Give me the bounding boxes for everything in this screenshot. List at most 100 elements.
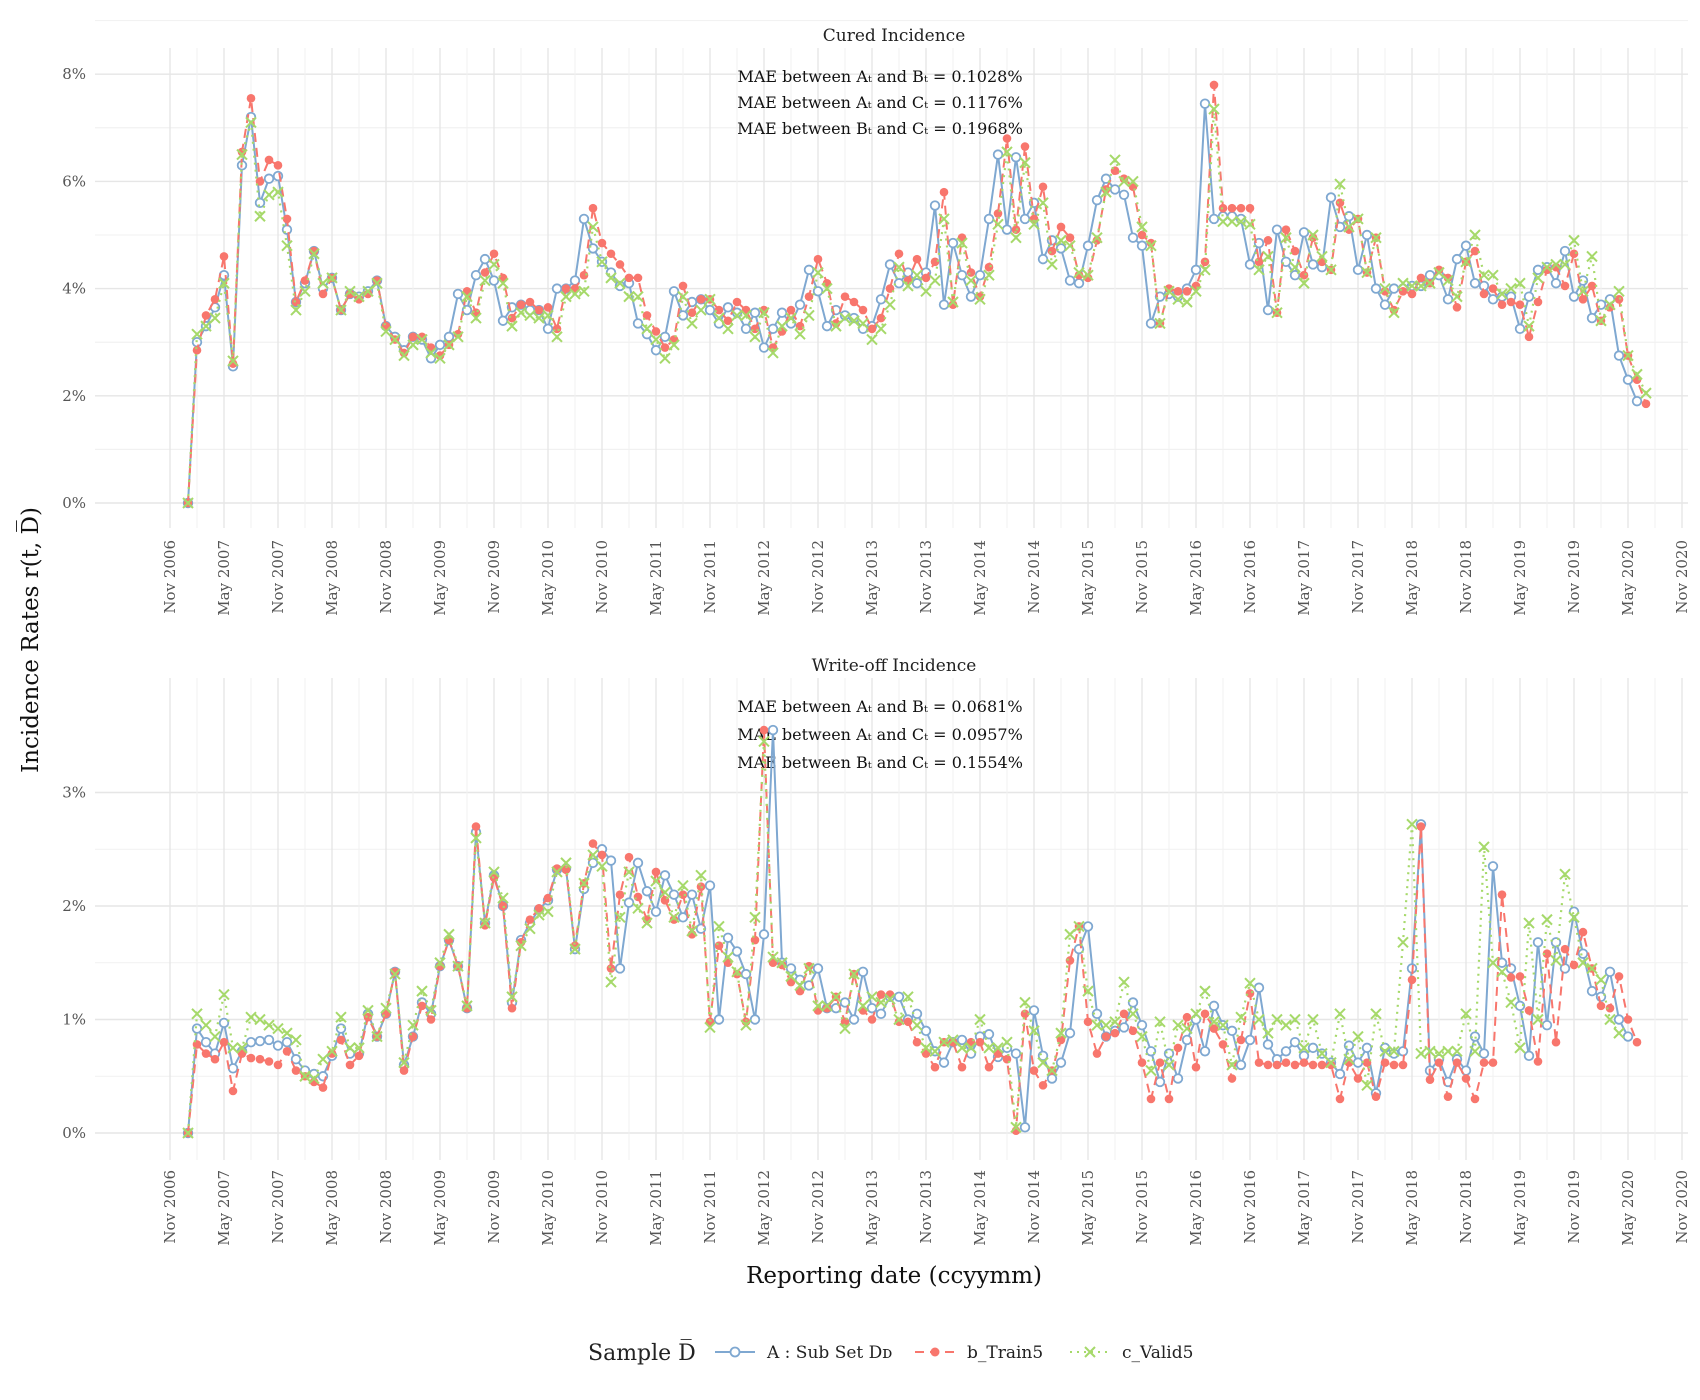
data-point-c [443, 339, 455, 351]
data-point-a [1010, 1048, 1022, 1059]
x-tick-label: May 2014 [971, 540, 989, 616]
x-tick-label: Nov 2008 [377, 1170, 395, 1244]
data-point-b [336, 1035, 346, 1045]
data-point-c [1055, 234, 1067, 247]
data-point-c [578, 285, 590, 297]
data-point-c [1406, 818, 1418, 830]
data-point-c [1019, 156, 1031, 169]
x-ticks-write-off: Nov 2006 May 2007 Nov 2007 May 2008 Nov 2008… [161, 1170, 1691, 1246]
data-point-b [1164, 284, 1174, 293]
data-point-a [704, 304, 716, 316]
data-point-c [1559, 258, 1571, 271]
data-point-b [1524, 1006, 1534, 1015]
data-point-c [533, 909, 545, 921]
x-tick-label: Nov 2019 [1565, 540, 1583, 614]
data-point-b [948, 1037, 958, 1047]
data-point-b [903, 1017, 913, 1027]
data-point-b [273, 161, 283, 170]
data-point-c [839, 1022, 851, 1035]
data-point-a [1019, 1122, 1031, 1133]
data-point-c [452, 331, 464, 343]
y-ticks-cured: 0% 2% 4% 6% 8% [62, 65, 86, 512]
data-point-b [1065, 956, 1075, 965]
data-point-c [407, 339, 419, 351]
data-point-c [1514, 277, 1526, 289]
data-point-c [1010, 1121, 1022, 1134]
data-point-b [1416, 273, 1426, 283]
data-point-a [812, 286, 824, 297]
data-point-c [263, 1019, 275, 1031]
data-point-c [902, 991, 914, 1003]
data-point-c [1217, 215, 1229, 228]
x-tick-label: Nov 2011 [701, 540, 719, 614]
data-point-a [713, 1014, 725, 1025]
data-point-b [894, 249, 904, 259]
data-point-b [1020, 1009, 1030, 1019]
data-point-b [192, 1040, 202, 1049]
data-point-a [1001, 224, 1013, 235]
data-point-b [1461, 1074, 1471, 1083]
data-point-b [651, 327, 661, 336]
series-line-1 [187, 84, 1647, 504]
data-point-c [983, 269, 995, 281]
data-point-b [525, 297, 535, 307]
data-point-c [992, 218, 1004, 230]
x-tick-label: Nov 2011 [701, 1170, 719, 1244]
data-point-c [290, 1034, 302, 1046]
data-point-b [1470, 246, 1480, 256]
data-point-b [1056, 222, 1066, 232]
data-point-c [1478, 841, 1490, 853]
data-point-c [1451, 290, 1463, 303]
data-point-c [1316, 1047, 1328, 1060]
series-write-off [182, 724, 1642, 1139]
data-point-c [236, 1042, 248, 1054]
data-point-c [1388, 1045, 1400, 1057]
data-point-b [579, 270, 589, 280]
data-point-c [542, 309, 554, 322]
data-point-c [1487, 957, 1499, 969]
data-point-a [434, 339, 446, 351]
data-point-a [1082, 240, 1094, 251]
data-point-b [309, 246, 319, 256]
data-point-b [354, 295, 364, 304]
x-tick-label: May 2018 [1403, 540, 1421, 616]
data-point-c [1352, 1030, 1364, 1043]
data-point-a [1253, 237, 1265, 249]
data-point-b [1479, 1058, 1489, 1067]
data-point-a [1073, 278, 1085, 289]
data-point-b [1137, 230, 1147, 240]
data-point-c [785, 970, 797, 983]
data-point-c [1361, 1079, 1373, 1092]
data-point-a [1028, 1005, 1040, 1016]
series-line-0 [187, 103, 1638, 504]
data-point-a [1136, 1019, 1148, 1031]
x-tick-label: May 2013 [863, 1170, 881, 1246]
data-point-b [921, 273, 931, 283]
data-point-b [1209, 80, 1219, 90]
data-point-a [767, 724, 779, 736]
data-point-c [965, 1042, 977, 1054]
data-point-a [263, 1034, 275, 1046]
data-point-a [758, 929, 770, 940]
data-point-a [488, 275, 500, 286]
data-point-c [1109, 1016, 1121, 1028]
data-point-c [740, 309, 752, 322]
data-point-c [551, 331, 563, 343]
legend: Sample D̅ A : Sub Set Dᴅ b_Train5 c_Valid5 [588, 1339, 1193, 1366]
x-tick-label: Nov 2012 [809, 1170, 827, 1244]
data-point-c [308, 1072, 320, 1085]
data-point-c [1154, 317, 1166, 330]
data-point-a [1613, 1014, 1625, 1025]
data-point-c [1595, 974, 1607, 986]
x-tick-label: Nov 2018 [1457, 1170, 1475, 1244]
y-ticks-write-off: 0% 1% 2% 3% [62, 784, 86, 1143]
data-point-c [938, 1036, 950, 1048]
x-axis-title: Reporting date (ccyymm) [746, 1263, 1042, 1289]
data-point-a [1136, 240, 1148, 251]
data-point-b [1506, 973, 1516, 982]
data-point-b [408, 332, 418, 342]
data-point-c [524, 309, 536, 322]
data-point-c [1568, 234, 1580, 247]
data-point-c [1190, 285, 1202, 297]
data-point-a [1577, 948, 1589, 959]
